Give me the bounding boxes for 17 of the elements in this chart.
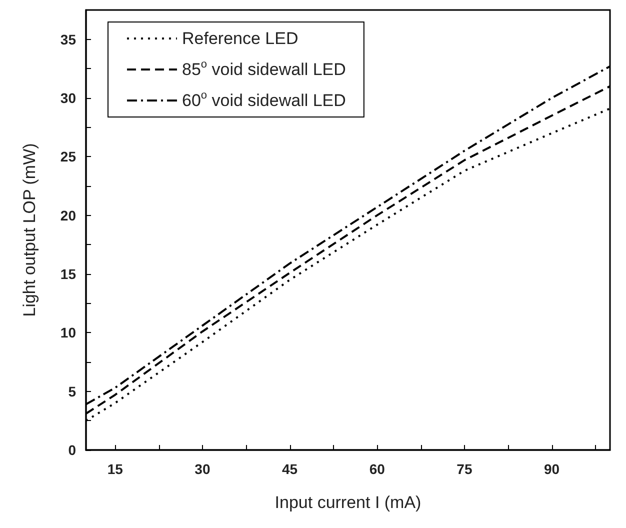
y-tick-label: 5 bbox=[68, 383, 76, 400]
legend-label: Reference LED bbox=[182, 29, 298, 48]
x-tick-label: 45 bbox=[282, 461, 298, 477]
x-tick-label: 30 bbox=[194, 461, 210, 477]
x-tick-label: 75 bbox=[456, 461, 472, 477]
y-axis-title: Light output LOP (mW) bbox=[20, 143, 39, 317]
y-tick-label: 25 bbox=[60, 148, 76, 165]
y-tick-label: 15 bbox=[60, 266, 76, 282]
x-tick-label: 15 bbox=[107, 461, 124, 477]
y-tick-label: 20 bbox=[60, 207, 76, 224]
x-tick-label: 60 bbox=[369, 461, 386, 477]
y-tick-label: 30 bbox=[60, 90, 76, 106]
x-axis-title: Input current I (mA) bbox=[274, 493, 422, 512]
y-tick-label: 10 bbox=[60, 324, 76, 341]
y-tick-label: 0 bbox=[68, 442, 76, 458]
x-tick-label: 90 bbox=[544, 461, 560, 477]
y-tick-label: 35 bbox=[60, 31, 76, 48]
